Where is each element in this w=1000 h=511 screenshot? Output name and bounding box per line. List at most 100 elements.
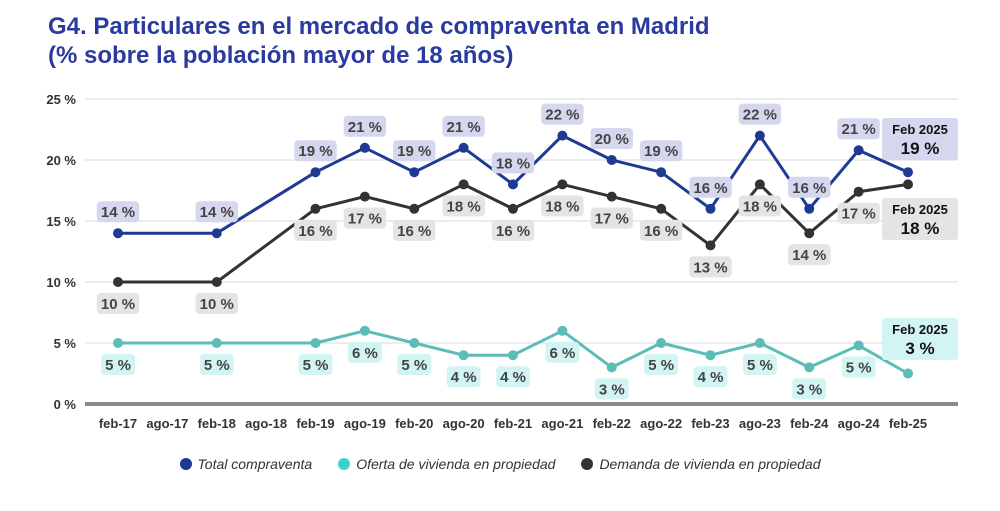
callout-value-total: 19 % — [901, 139, 940, 158]
data-point-total — [409, 167, 420, 178]
x-tick-label: ago-22 — [640, 416, 682, 431]
data-label-bg-demanda — [343, 207, 387, 229]
legend-marker-total — [179, 458, 192, 470]
data-point-oferta — [853, 340, 864, 351]
data-label-total: 14 % — [101, 204, 135, 221]
data-point-demanda — [409, 203, 420, 214]
x-tick-label: feb-21 — [494, 416, 532, 431]
data-label-oferta: 3 % — [599, 381, 625, 398]
data-label-bg-demanda — [96, 293, 140, 314]
y-tick-label: 15 % — [46, 214, 76, 229]
data-label-oferta: 5 % — [648, 357, 674, 374]
x-tick-label: feb-24 — [790, 416, 829, 431]
data-label-bg-demanda — [837, 202, 880, 224]
data-point-oferta — [705, 350, 716, 361]
data-label-total: 21 % — [447, 119, 481, 136]
data-label-demanda: 16 % — [644, 223, 678, 240]
data-point-oferta — [458, 350, 469, 361]
data-point-total — [359, 142, 370, 153]
data-label-bg-total — [442, 115, 485, 137]
data-label-oferta: 4 % — [698, 369, 724, 386]
x-tick-label: ago-24 — [838, 416, 881, 431]
data-point-demanda — [310, 203, 321, 214]
data-point-demanda — [853, 186, 864, 197]
data-point-demanda — [458, 179, 469, 190]
data-label-demanda: 13 % — [693, 259, 727, 276]
x-tick-label: ago-23 — [739, 416, 781, 431]
data-label-total: 22 % — [743, 107, 777, 124]
data-point-demanda — [705, 240, 716, 251]
data-point-total — [557, 130, 568, 141]
callout-period-demanda: Feb 2025 — [892, 202, 948, 217]
data-label-bg-oferta — [742, 354, 777, 375]
x-tick-label: ago-17 — [146, 416, 188, 431]
data-label-oferta: 5 % — [747, 357, 773, 374]
data-point-demanda — [656, 203, 667, 214]
data-point-oferta — [508, 350, 518, 361]
x-tick-label: feb-25 — [889, 416, 927, 431]
data-label-demanda: 16 % — [397, 223, 431, 240]
data-label-bg-demanda — [393, 219, 436, 241]
data-label-bg-demanda — [590, 207, 633, 229]
callout-bg-total — [882, 118, 958, 160]
data-point-total — [804, 203, 815, 214]
data-label-oferta: 5 % — [303, 357, 329, 374]
data-label-bg-oferta — [347, 341, 382, 363]
data-point-oferta — [359, 325, 370, 336]
x-tick-label: ago-18 — [245, 416, 287, 431]
data-label-oferta: 4 % — [451, 369, 477, 386]
x-tick-label: feb-22 — [593, 416, 631, 431]
data-label-bg-oferta — [545, 341, 580, 363]
x-tick-label: feb-23 — [691, 416, 729, 431]
data-point-total — [705, 203, 716, 214]
data-label-bg-total — [689, 176, 732, 198]
chart-title-line1: G4. Particulares en el mercado de compra… — [48, 13, 710, 40]
x-tick-label: feb-17 — [99, 416, 137, 431]
data-point-demanda — [557, 179, 568, 190]
y-tick-label: 20 % — [46, 153, 76, 168]
data-point-demanda — [804, 228, 815, 239]
legend-label-demanda: Demanda de vivienda en propiedad — [599, 456, 821, 472]
data-point-demanda — [903, 179, 913, 190]
callout-value-oferta: 3 % — [905, 339, 934, 358]
data-point-demanda — [508, 203, 518, 214]
y-tick-label: 0 % — [54, 397, 77, 412]
data-label-bg-total — [195, 201, 238, 223]
data-point-total — [113, 228, 123, 239]
data-label-oferta: 6 % — [549, 345, 575, 362]
data-label-total: 18 % — [496, 155, 530, 172]
data-label-bg-total — [837, 118, 880, 140]
legend-item-demanda: Demanda de vivienda en propiedad — [581, 456, 820, 472]
data-label-demanda: 16 % — [298, 223, 332, 240]
data-label-bg-demanda — [491, 219, 535, 241]
data-point-total — [606, 155, 617, 165]
data-point-oferta — [656, 338, 667, 348]
callout-bg-oferta — [882, 318, 958, 360]
data-point-oferta — [754, 338, 765, 348]
data-point-oferta — [310, 338, 321, 348]
x-tick-label: ago-21 — [541, 416, 583, 431]
legend-label-oferta: Oferta de vivienda en propiedad — [356, 456, 556, 472]
data-label-bg-total — [639, 140, 683, 162]
data-point-total — [656, 167, 667, 178]
callout-value-demanda: 18 % — [901, 219, 940, 238]
data-label-bg-total — [294, 140, 337, 162]
data-point-oferta — [804, 362, 815, 373]
y-tick-label: 10 % — [46, 275, 76, 290]
data-label-oferta: 5 % — [401, 357, 427, 374]
data-label-oferta: 5 % — [105, 357, 131, 374]
data-label-bg-demanda — [195, 293, 238, 314]
data-label-demanda: 17 % — [842, 206, 876, 223]
data-label-total: 19 % — [397, 143, 431, 160]
legend-item-total: Total compraventa — [179, 456, 312, 472]
data-point-oferta — [903, 368, 913, 379]
data-point-demanda — [754, 179, 765, 190]
data-label-bg-oferta — [199, 354, 234, 375]
data-point-total — [754, 130, 765, 141]
callout-period-oferta: Feb 2025 — [892, 322, 948, 337]
data-point-oferta — [113, 338, 123, 348]
data-label-bg-demanda — [788, 244, 831, 266]
data-point-oferta — [211, 338, 222, 348]
data-label-bg-oferta — [644, 354, 679, 375]
data-label-bg-oferta — [101, 354, 135, 375]
